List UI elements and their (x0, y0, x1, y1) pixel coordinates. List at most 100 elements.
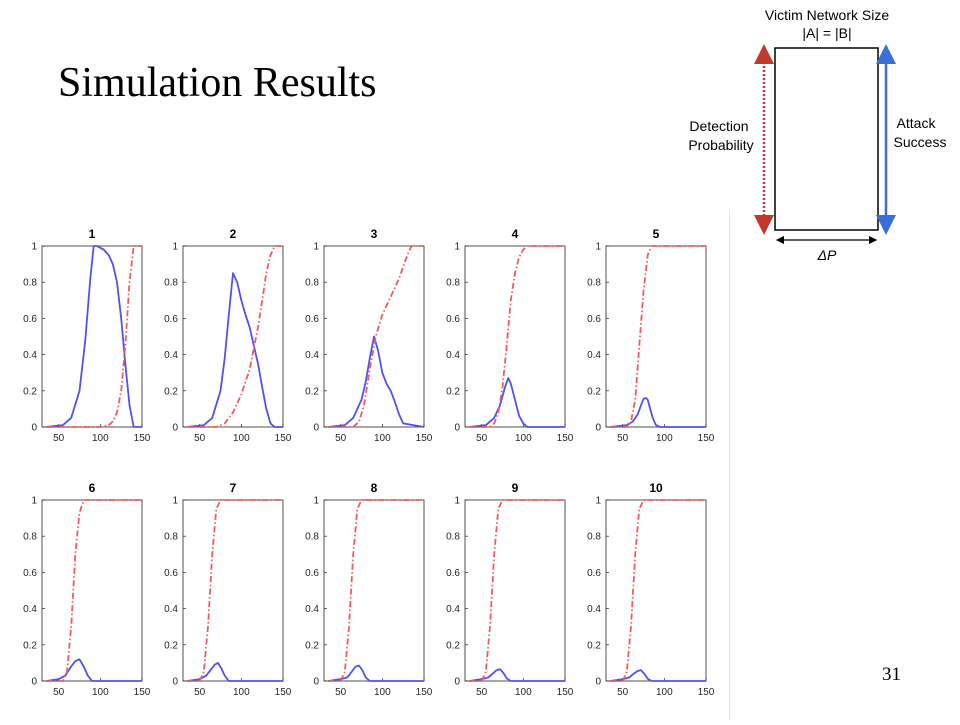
x-tick-label: 50 (335, 433, 347, 444)
y-tick-label: 0.4 (305, 350, 319, 361)
chart-grid-panel: 0 0.2 0.4 0.6 0.8 1 50 100 150 1 0 0.2 0.4 0.6 0.8 1 50 1… (0, 210, 729, 720)
y-tick-label: 0 (313, 677, 319, 688)
attack-success-line (328, 335, 425, 428)
slide-title: Simulation Results (58, 60, 377, 106)
subplot-title: 3 (371, 227, 378, 241)
detection-probability-line (469, 499, 565, 682)
panel-divider (729, 210, 730, 720)
x-tick-label: 50 (53, 687, 65, 698)
x-tick-label: 50 (476, 433, 488, 444)
attack-success-line (328, 664, 424, 682)
y-tick-label: 0.8 (164, 532, 178, 543)
subplot-frame (605, 499, 707, 682)
x-tick-label: 50 (194, 687, 206, 698)
page-number: 31 (882, 664, 901, 685)
y-tick-label: 0.2 (23, 640, 37, 651)
y-tick-label: 0 (454, 423, 460, 434)
x-tick-label: 150 (275, 433, 292, 444)
y-tick-label: 1 (31, 496, 37, 507)
y-tick-label: 0.8 (587, 278, 601, 289)
x-tick-label: 150 (698, 433, 715, 444)
x-tick-label: 100 (656, 687, 673, 698)
x-tick-label: 100 (374, 433, 391, 444)
y-tick-label: 0.4 (446, 604, 460, 615)
subplot-title: 8 (371, 481, 378, 495)
x-tick-label: 150 (416, 433, 433, 444)
y-tick-label: 0.6 (587, 314, 601, 325)
y-tick-label: 0.6 (587, 568, 601, 579)
legend-top-label-2: |A| = |B| (802, 25, 851, 41)
x-tick-label: 50 (53, 433, 65, 444)
subplot-title: 7 (230, 481, 237, 495)
x-tick-label: 50 (476, 687, 488, 698)
x-tick-label: 100 (515, 433, 532, 444)
y-tick-label: 1 (595, 242, 601, 253)
y-tick-label: 0.6 (23, 568, 37, 579)
x-tick-label: 100 (374, 687, 391, 698)
y-tick-label: 0 (31, 423, 37, 434)
y-tick-label: 0 (454, 677, 460, 688)
y-tick-label: 0.8 (587, 532, 601, 543)
x-tick-label: 150 (134, 687, 151, 698)
subplot-title: 10 (649, 481, 663, 495)
legend-top-label-1: Victim Network Size (765, 7, 889, 23)
attack-success-line (610, 397, 706, 428)
subplot-frame (605, 245, 707, 428)
y-tick-label: 0 (172, 423, 178, 434)
y-tick-label: 0.2 (305, 386, 319, 397)
y-tick-label: 0.8 (305, 278, 319, 289)
y-tick-label: 1 (595, 496, 601, 507)
subplot-frame (182, 499, 284, 682)
subplot-title: 5 (653, 227, 660, 241)
detection-probability-line (187, 499, 283, 682)
y-tick-label: 0 (595, 423, 601, 434)
detection-probability-line (610, 245, 706, 428)
y-tick-label: 0.2 (587, 386, 601, 397)
y-tick-label: 0.8 (23, 532, 37, 543)
legend-right-label-2: Success (894, 134, 947, 150)
x-tick-label: 150 (275, 687, 292, 698)
y-tick-label: 0 (313, 423, 319, 434)
attack-success-line (469, 377, 565, 428)
y-tick-label: 0.4 (164, 350, 178, 361)
attack-success-line (187, 272, 283, 428)
y-tick-label: 0.2 (164, 386, 178, 397)
y-tick-label: 0.6 (446, 568, 460, 579)
y-tick-label: 0 (31, 677, 37, 688)
attack-success-line (610, 669, 706, 682)
legend-left-label-1: Detection (689, 118, 748, 134)
detection-probability-line (46, 245, 142, 428)
attack-success-line (187, 661, 283, 682)
x-tick-label: 50 (617, 433, 629, 444)
attack-success-line (46, 245, 142, 428)
subplot-frame (41, 499, 143, 682)
subplot-title: 4 (512, 227, 519, 241)
detection-probability-line (187, 245, 283, 428)
y-tick-label: 1 (172, 496, 178, 507)
legend-right-label-1: Attack (897, 115, 937, 131)
y-tick-label: 1 (313, 496, 319, 507)
y-tick-label: 0.4 (23, 604, 37, 615)
x-tick-label: 50 (617, 687, 629, 698)
subplot-frame (464, 499, 566, 682)
y-tick-label: 1 (313, 242, 319, 253)
x-tick-label: 150 (557, 433, 574, 444)
x-tick-label: 150 (698, 687, 715, 698)
y-tick-label: 0.6 (164, 568, 178, 579)
y-tick-label: 1 (454, 242, 460, 253)
y-tick-label: 1 (172, 242, 178, 253)
subplot-frame (41, 245, 143, 428)
subplot-title: 9 (512, 481, 519, 495)
y-tick-label: 0.4 (587, 350, 601, 361)
detection-probability-line (46, 499, 142, 682)
subplot-title: 1 (89, 227, 96, 241)
subplot-title: 6 (89, 481, 96, 495)
x-tick-label: 150 (557, 687, 574, 698)
